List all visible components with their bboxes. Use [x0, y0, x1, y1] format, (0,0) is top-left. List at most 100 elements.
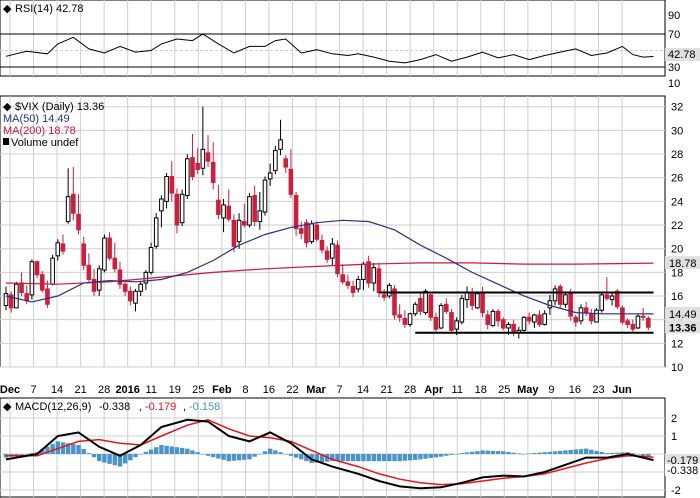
rsi-tick-10: 10: [668, 78, 680, 90]
histogram-bar: [304, 454, 309, 462]
candle-body: [91, 278, 97, 292]
histogram-bar: [449, 454, 454, 455]
price-tick-label: 10: [671, 362, 683, 374]
histogram-bar: [563, 450, 568, 454]
candle-body: [620, 307, 625, 323]
histogram-bar: [102, 454, 107, 463]
histogram-bar: [330, 454, 335, 462]
candle-body: [179, 193, 185, 224]
price-panel: 101214161820222426283032 ◆ $VIX (Daily) …: [0, 95, 700, 374]
candle-body: [537, 314, 542, 325]
x-axis-label: 2016: [115, 384, 139, 396]
histogram-bar: [423, 454, 428, 459]
histogram-bar: [599, 451, 604, 454]
histogram-bar: [195, 452, 200, 454]
histogram-bar: [578, 449, 584, 454]
candle-body: [143, 271, 149, 284]
histogram-bar: [257, 454, 263, 455]
candle-body: [625, 320, 630, 325]
candle-body: [345, 281, 351, 286]
candle-body: [216, 199, 221, 215]
candle-body: [247, 196, 252, 226]
histogram-bar: [402, 454, 408, 461]
candle-body: [578, 307, 584, 322]
histogram-bar: [485, 450, 490, 454]
candle-body: [267, 172, 273, 180]
histogram-bar: [371, 454, 376, 462]
histogram-bar: [413, 454, 418, 460]
histogram-bar: [128, 454, 133, 461]
candle-body: [407, 313, 413, 325]
candle-body: [335, 244, 340, 275]
candle-body: [454, 320, 459, 330]
histogram-bar: [604, 453, 610, 454]
macd-value-label: -0.338: [667, 465, 698, 477]
histogram-bar: [350, 454, 356, 462]
candle-body: [112, 257, 118, 270]
price-tick-label: 18: [671, 267, 683, 279]
candle-body: [464, 291, 470, 301]
candle-body: [589, 313, 594, 322]
histogram-bar: [335, 454, 340, 462]
histogram-bar: [501, 451, 506, 454]
candle-body: [86, 264, 92, 280]
price-tick-label: 22: [671, 220, 683, 232]
histogram-bar: [609, 452, 615, 454]
histogram-bar: [511, 452, 516, 454]
candle-body: [376, 268, 382, 293]
candle-body: [532, 314, 537, 323]
candle-body: [60, 243, 66, 252]
histogram-bar: [164, 445, 169, 454]
candle-body: [475, 293, 480, 309]
candle-body: [241, 220, 247, 226]
candle-body: [298, 228, 304, 234]
rsi-tick-70: 70: [668, 29, 680, 41]
x-axis-label: 28: [98, 384, 110, 396]
candle-body: [138, 283, 143, 292]
histogram-bar: [29, 453, 35, 454]
candle-body: [174, 193, 180, 226]
price-tick-label: 30: [671, 125, 683, 137]
histogram-bar: [558, 450, 563, 454]
histogram-bar: [55, 441, 60, 454]
histogram-bar: [475, 451, 480, 454]
histogram-bar: [122, 454, 128, 464]
histogram-bar: [252, 454, 257, 457]
x-axis-label: 16: [569, 384, 581, 396]
macd-tick-label: 2: [671, 413, 677, 425]
candle-body: [236, 219, 242, 243]
x-axis-label: 25: [192, 384, 204, 396]
candle-body: [293, 194, 299, 230]
ma50-line: [5, 219, 654, 315]
histogram-bar: [319, 454, 325, 463]
histogram-bar: [356, 454, 361, 462]
rsi-panel-frame: [0, 0, 666, 77]
histogram-bar: [19, 454, 24, 455]
histogram-bar: [646, 454, 651, 457]
x-axis-label: 11: [452, 384, 463, 396]
histogram-bar: [428, 454, 433, 459]
x-axis-label: Feb: [212, 384, 232, 396]
x-axis-label: 19: [169, 384, 181, 396]
histogram-bar: [620, 452, 625, 454]
macd-tick-label: 1: [671, 431, 677, 443]
candle-body: [635, 315, 641, 329]
candle-body: [304, 222, 309, 244]
price-tick-label: 32: [671, 102, 683, 114]
ma200-legend: MA(200) 18.78: [3, 125, 76, 137]
x-axis-label: Mar: [306, 384, 326, 396]
histogram-bar: [495, 451, 501, 454]
rsi-legend: RSI(14) 42.78: [15, 3, 83, 15]
candle-body: [8, 294, 14, 309]
candle-body: [128, 290, 133, 302]
histogram-bar: [60, 442, 66, 454]
candle-body: [547, 300, 553, 309]
histogram-bar: [107, 454, 112, 464]
rsi-tick-30: 30: [668, 62, 680, 74]
candle-body: [169, 176, 175, 194]
rsi-legend-icon: ◆: [3, 3, 12, 15]
candle-body: [45, 288, 50, 305]
candle-body: [65, 196, 71, 222]
x-axis-label: 21: [74, 384, 86, 396]
candle-body: [350, 286, 356, 293]
